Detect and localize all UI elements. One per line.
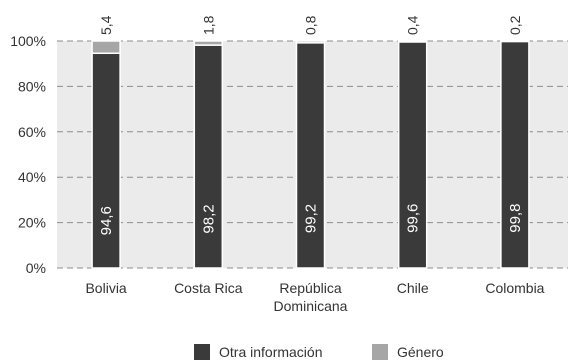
bar-segment [194, 45, 222, 268]
y-tick-label: 80% [18, 78, 46, 94]
y-tick-label: 60% [18, 124, 46, 140]
bar-value-label: 98,2 [200, 204, 217, 233]
bar-segment [297, 43, 325, 268]
x-category-label: Colombia [485, 280, 544, 296]
legend-label: Género [397, 344, 444, 360]
legend-label: Otra información [219, 344, 322, 360]
y-tick-label: 40% [18, 169, 46, 185]
bar-segment [399, 42, 427, 268]
bar-segment [501, 41, 529, 268]
y-tick-label: 20% [18, 215, 46, 231]
bar-value-label: 99,6 [405, 204, 422, 233]
legend-swatch [194, 344, 210, 360]
x-category-label: Chile [397, 280, 429, 296]
bar-value-label: 99,2 [303, 204, 320, 233]
x-category-label: República [279, 280, 341, 296]
legend-swatch [372, 344, 388, 360]
bar-segment [297, 41, 325, 43]
x-category-label: Dominicana [274, 298, 348, 314]
bar-top-value-label: 5,4 [98, 15, 114, 35]
x-category-label: Costa Rica [174, 280, 243, 296]
bar-segment [399, 41, 427, 42]
bar-top-value-label: 0,4 [405, 15, 421, 35]
bar-value-label: 94,6 [98, 206, 115, 235]
bar-value-label: 99,8 [507, 204, 524, 233]
bar-top-value-label: 0,8 [303, 15, 319, 35]
bar-top-value-label: 0,2 [507, 15, 523, 35]
bar-segment [92, 41, 120, 53]
y-tick-label: 100% [10, 33, 46, 49]
bar-top-value-label: 1,8 [200, 15, 216, 35]
bar-segment [194, 41, 222, 45]
y-tick-label: 0% [26, 260, 46, 276]
x-category-label: Bolivia [85, 280, 126, 296]
